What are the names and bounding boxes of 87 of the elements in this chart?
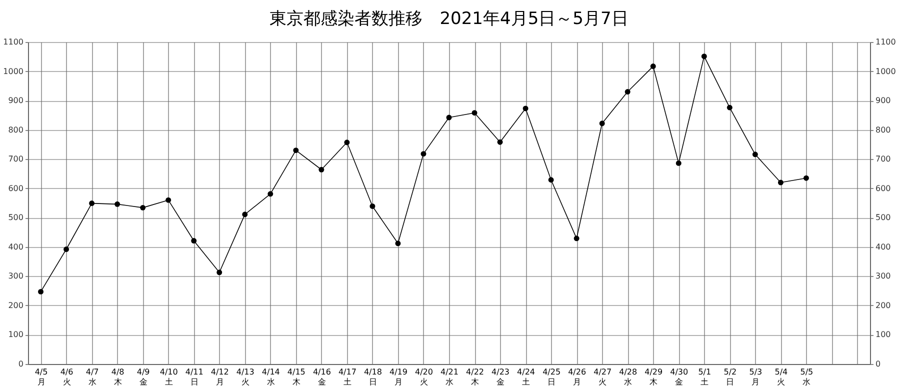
x-tick-label: 4/25 日	[542, 368, 561, 386]
point	[726, 104, 732, 110]
point	[216, 270, 222, 276]
x-tick-label: 4/30 金	[670, 368, 688, 386]
chart-title: 東京都感染者数推移 2021年4月5日～5月7日	[270, 9, 628, 29]
point	[472, 110, 478, 116]
x-tick-label: 4/22 木	[466, 368, 484, 386]
x-tick-label: 4/10 土	[160, 368, 178, 386]
y-tick-label: 400	[8, 242, 24, 252]
point	[370, 203, 376, 209]
x-tick-label: 4/13 火	[236, 368, 254, 386]
y-tick-label: 200	[8, 300, 24, 310]
y-tick-label: 0	[18, 360, 24, 368]
x-tick-label: 5/2 日	[724, 368, 737, 386]
point	[166, 197, 172, 203]
y2-tick-label: 100	[876, 330, 891, 340]
point	[446, 114, 452, 120]
x-tick-label: 4/23 金	[492, 368, 510, 386]
y-tick-label: 1000	[3, 66, 24, 76]
x-tick-label: 4/7 水	[86, 368, 99, 386]
y2-tick-label: 900	[876, 96, 891, 106]
point	[701, 54, 707, 60]
y2-tick-label: 1100	[876, 38, 896, 46]
point	[140, 204, 146, 210]
point	[676, 160, 682, 166]
y2-tick-label: 1000	[876, 66, 896, 76]
point	[599, 120, 605, 126]
point	[268, 191, 274, 197]
point	[318, 166, 324, 172]
point	[650, 64, 656, 70]
x-tick-label: 4/6 火	[60, 368, 74, 386]
y2-tick-label: 200	[876, 300, 891, 310]
y-tick-label: 600	[8, 184, 24, 193]
point	[624, 89, 630, 94]
x-tick-label: 4/15 木	[287, 368, 306, 386]
y2-tick-label: 600	[876, 184, 891, 193]
x-tick-label: 4/16 金	[312, 368, 331, 386]
y-tick-label: 1100	[3, 38, 24, 46]
x-tick-label: 4/26 月	[568, 368, 586, 386]
x-tick-label: 4/28 水	[619, 368, 638, 386]
x-tick-label: 4/9 金	[136, 368, 150, 386]
y-tick-label: 100	[8, 330, 24, 340]
x-tick-label: 4/14 水	[262, 368, 280, 386]
x-tick-label: 4/12 月	[210, 368, 229, 386]
point	[420, 151, 426, 157]
x-tick-label: 4/29 木	[644, 368, 663, 386]
point	[395, 240, 401, 246]
point	[242, 212, 248, 218]
y2-tick-label: 700	[876, 154, 891, 164]
y2-tick-label: 500	[876, 213, 891, 222]
y-tick-label: 300	[8, 272, 24, 281]
point	[574, 236, 580, 242]
point	[752, 152, 758, 158]
x-tick-label: 5/5 水	[800, 368, 814, 386]
x-tick-label: 5/1 土	[698, 368, 712, 386]
y-tick-label: 700	[8, 154, 24, 164]
point	[344, 140, 350, 146]
point	[191, 238, 197, 244]
x-tick-label: 4/11 日	[185, 368, 204, 386]
y-tick-label: 500	[8, 213, 24, 222]
x-tick-label: 4/5 月	[34, 368, 48, 386]
x-tick-label: 4/21 水	[440, 368, 458, 386]
point	[38, 288, 44, 294]
point	[803, 175, 809, 181]
x-tick-label: 4/17 土	[338, 368, 356, 386]
y-tick-label: 800	[8, 125, 24, 134]
x-tick-label: 4/18 日	[364, 368, 382, 386]
y-tick-label: 900	[8, 96, 24, 106]
x-tick-label: 4/19 月	[389, 368, 408, 386]
x-tick-label: 4/27 火	[594, 368, 612, 386]
y2-tick-label: 400	[876, 242, 891, 252]
x-tick-label: 5/4 火	[774, 368, 788, 386]
point	[64, 246, 70, 252]
point	[778, 180, 784, 186]
point	[293, 148, 299, 154]
point	[548, 177, 554, 183]
x-tick-label: 5/3 月	[749, 368, 762, 386]
x-tick-label: 4/20 火	[415, 368, 433, 386]
y2-tick-label: 300	[876, 272, 891, 281]
point	[114, 201, 120, 207]
x-tick-label: 4/24 土	[517, 368, 536, 386]
point	[522, 106, 528, 112]
x-tick-label: 4/8 木	[111, 368, 124, 386]
y2-tick-label: 0	[876, 360, 881, 368]
y2-tick-label: 800	[876, 125, 891, 134]
point	[497, 139, 503, 145]
point	[89, 200, 95, 206]
